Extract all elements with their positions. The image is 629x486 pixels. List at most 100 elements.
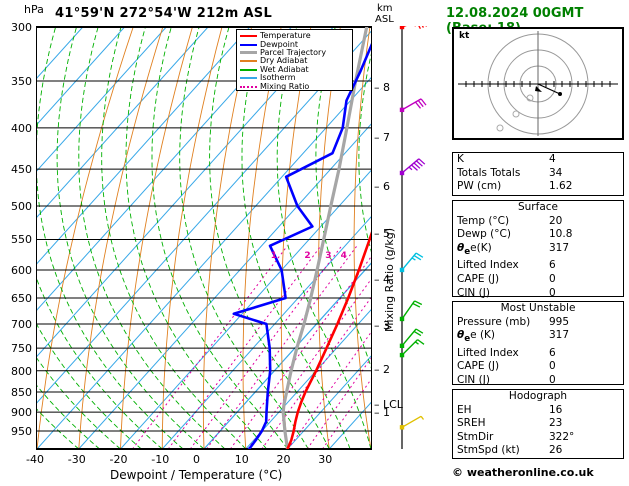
row-label: EH xyxy=(457,403,472,416)
isotherm-line xyxy=(78,123,371,449)
row-value: 34 xyxy=(549,166,563,179)
pressure-tick-label: 800 xyxy=(11,364,32,378)
hodograph-trace xyxy=(537,83,561,95)
table-row: PW (cm) 1.62 xyxy=(453,180,623,194)
dewpoint-trace xyxy=(232,43,371,449)
table-row: Lifted Index 6 xyxy=(453,259,623,273)
legend-label: Mixing Ratio xyxy=(260,81,310,91)
temperature-trace xyxy=(286,231,371,449)
wind-barb-column xyxy=(399,26,428,449)
table-row: CIN (J) 0 xyxy=(453,374,623,388)
table-row: Temp (°C) 20 xyxy=(453,215,623,229)
row-value: 6 xyxy=(549,259,556,272)
hodograph-plot: kt xyxy=(452,27,624,140)
dry-adiabat-line xyxy=(353,27,371,449)
row-label: CIN (J) xyxy=(457,374,490,387)
row-value: 317 xyxy=(549,241,570,254)
isotherm-line xyxy=(37,27,167,172)
altitude-tick-label: – 6 xyxy=(374,179,390,193)
legend-item: Temperature xyxy=(240,32,350,40)
table-row: CAPE (J) 0 xyxy=(453,273,623,287)
wet-adiabat-line xyxy=(101,27,247,449)
hodograph-level-marker xyxy=(496,124,504,132)
wind-barb xyxy=(399,98,427,113)
skewt-canvas xyxy=(37,27,371,449)
isotherm-line xyxy=(37,27,251,265)
row-label: PW (cm) xyxy=(457,180,502,193)
mixing-ratio-line xyxy=(167,245,322,449)
altitude-tick-label: – 5 xyxy=(374,227,390,241)
table-row: Totals Totals 34 xyxy=(453,167,623,181)
row-label: StmDir xyxy=(457,430,494,443)
pressure-tick-label: 400 xyxy=(11,121,32,135)
surface-table: Surface Temp (°C) 20 Dewp (°C) 10.8 θee(K) 317… xyxy=(452,200,624,299)
row-value: 20 xyxy=(549,214,563,227)
row-value: 6 xyxy=(549,346,556,359)
temperature-tick-label: -10 xyxy=(151,453,170,466)
legend-item: Isotherm xyxy=(240,74,350,82)
pressure-tick-label: 500 xyxy=(11,200,32,214)
legend-item: Parcel Trajectory xyxy=(240,47,350,57)
pressure-tick-label: 600 xyxy=(11,263,32,277)
mixing-ratio-line xyxy=(287,331,371,449)
wind-barb xyxy=(399,415,425,430)
legend-swatch xyxy=(240,43,257,46)
row-value: 0 xyxy=(549,286,556,299)
row-label: Lifted Index xyxy=(457,259,519,272)
row-value: 1.62 xyxy=(549,180,573,193)
legend-label: Parcel Trajectory xyxy=(260,47,327,57)
wind-barb xyxy=(399,158,426,176)
legend-item: Mixing Ratio xyxy=(240,82,350,90)
row-value: 995 xyxy=(549,315,570,328)
mixing-ratio-line xyxy=(306,357,371,449)
row-label: StmSpd (kt) xyxy=(457,444,520,457)
isotherm-line xyxy=(161,216,371,449)
copyright-label: © weatheronline.co.uk xyxy=(452,466,594,479)
station-title: 41°59'N 272°54'W 212m ASL xyxy=(55,6,273,21)
wet-adiabat-line xyxy=(78,27,226,449)
pressure-tick-label: 750 xyxy=(11,342,32,356)
altitude-asl-label: ASL xyxy=(375,14,394,25)
temperature-tick-label: 30 xyxy=(318,453,333,466)
table-row: EH 16 xyxy=(453,404,623,418)
row-value: 0 xyxy=(549,374,556,387)
row-value: 317 xyxy=(549,329,570,342)
row-label: SREH xyxy=(457,417,486,430)
pressure-tick-label: 900 xyxy=(11,406,32,420)
wind-barb xyxy=(399,252,424,273)
table-row: θee (K) 317 xyxy=(453,329,623,347)
wind-barb xyxy=(399,339,425,358)
legend-label: Dewpoint xyxy=(260,39,299,49)
altitude-tick-label: – 2 xyxy=(374,362,390,376)
legend-swatch xyxy=(240,51,257,55)
pressure-tick-label: 450 xyxy=(11,163,32,177)
table-row: CIN (J) 0 xyxy=(453,287,623,301)
pressure-tick-label: 700 xyxy=(11,317,32,331)
mixing-ratio-tick-label: 1 xyxy=(270,251,277,262)
temperature-tick-label: 20 xyxy=(276,453,291,466)
table-row: Lifted Index 6 xyxy=(453,347,623,361)
isotherm-line xyxy=(37,27,209,218)
dry-adiabat-line xyxy=(37,27,134,449)
isotherm-line xyxy=(203,262,371,449)
legend-label: Dry Adiabat xyxy=(260,56,308,66)
pressure-tick-label: 850 xyxy=(11,386,32,400)
legend-swatch xyxy=(240,85,257,88)
isotherm-line xyxy=(120,169,371,449)
table-title: Surface xyxy=(517,201,558,213)
pressure-tick-label: 950 xyxy=(11,425,32,439)
temperature-tick-label: -30 xyxy=(67,453,86,466)
legend-swatch xyxy=(240,60,257,63)
isotherm-line xyxy=(37,30,371,404)
pressure-unit-label: hPa xyxy=(24,3,44,16)
altitude-tick-label: – 1 xyxy=(374,405,390,419)
row-label: Temp (°C) xyxy=(457,214,510,227)
row-label: CAPE (J) xyxy=(457,273,500,286)
table-row: Pressure (mb) 995 xyxy=(453,316,623,330)
wind-barb xyxy=(399,26,428,30)
row-label: K xyxy=(457,153,464,165)
hodograph-endpoint xyxy=(558,92,562,96)
row-value: 4 xyxy=(549,153,556,165)
